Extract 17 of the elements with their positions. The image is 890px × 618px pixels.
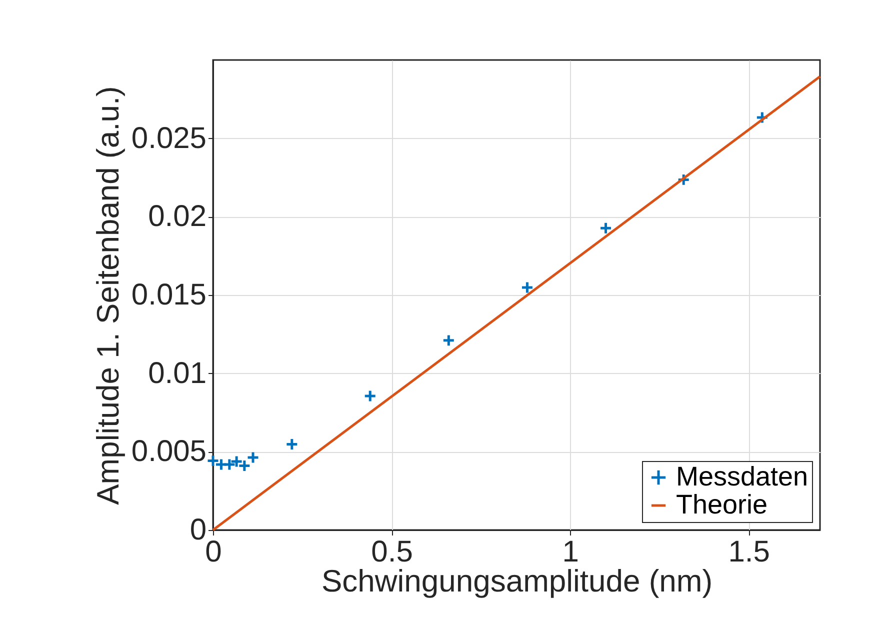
point <box>246 450 260 464</box>
x-tick-label: 1.5 <box>728 536 770 568</box>
point <box>520 280 534 294</box>
legend-label: Messdaten <box>676 462 808 492</box>
y-tick-label: 0 <box>190 514 206 546</box>
point <box>599 222 612 235</box>
point <box>364 390 377 403</box>
y-tick-label: 0.02 <box>148 200 206 234</box>
point <box>442 334 456 347</box>
y-tick-label: 0.025 <box>131 122 206 155</box>
y-axis-title: Amplitude 1. Seitenband (a.u.) <box>90 86 126 505</box>
legend-label: Theorie <box>676 490 768 520</box>
y-tick-label: 0.015 <box>131 278 206 312</box>
point <box>222 458 236 472</box>
y-tick-label: 0.01 <box>148 356 206 390</box>
y-tick-label: 0.005 <box>131 435 206 468</box>
point <box>285 438 298 451</box>
